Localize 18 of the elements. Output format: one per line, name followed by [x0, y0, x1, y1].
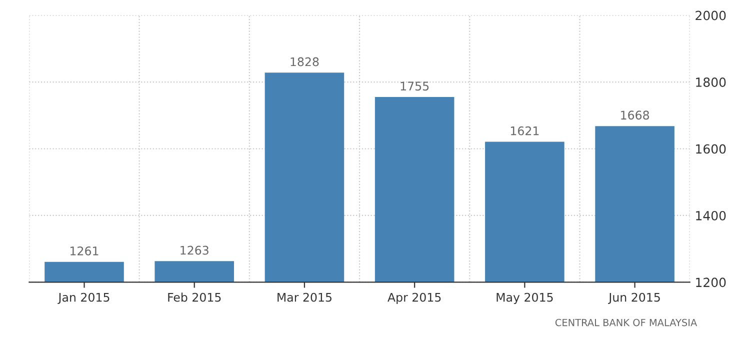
data-label: 1263: [180, 246, 208, 255]
y-tick-label: 1800: [696, 77, 726, 87]
y-tick-label: 1400: [696, 210, 726, 220]
y-tick-label: 1600: [696, 144, 726, 154]
x-tick-label: Jan 2015: [58, 292, 110, 304]
x-tick-label: Mar 2015: [278, 292, 332, 302]
x-tick-label: Feb 2015: [168, 292, 221, 302]
data-label: 1668: [621, 110, 650, 120]
data-label: 1755: [400, 82, 429, 91]
data-label: 1261: [70, 246, 98, 256]
data-label: 1828: [290, 57, 319, 66]
y-tick-label: 1200: [696, 278, 726, 288]
text: CENTRAL BANK OF MALAYSIA: [555, 318, 698, 326]
data-label: 1621: [510, 126, 539, 136]
x-tick-label: May 2015: [496, 292, 553, 304]
x-tick-label: Jun 2015: [608, 292, 660, 304]
x-tick-label: Apr 2015: [388, 292, 441, 304]
y-tick-label: 2000: [696, 10, 726, 20]
